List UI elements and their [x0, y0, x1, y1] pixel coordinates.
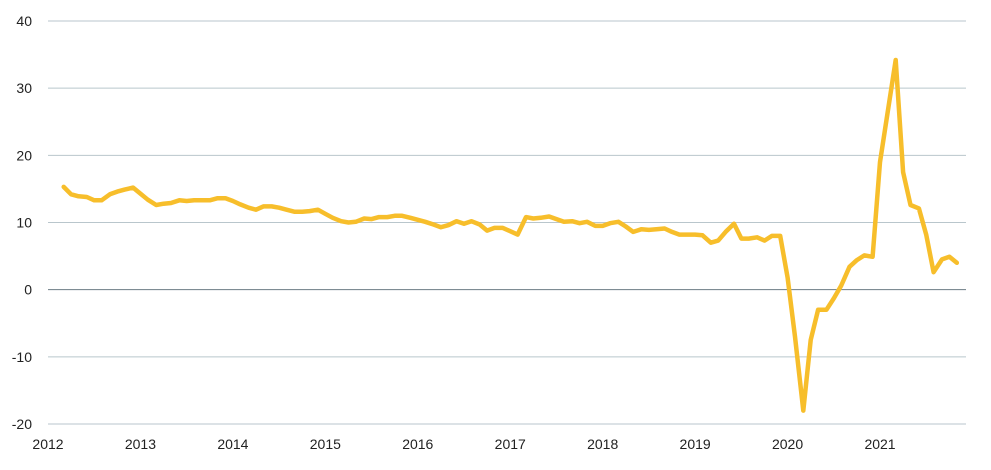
series-layer — [61, 57, 960, 413]
x-tick-label: 2017 — [495, 436, 526, 452]
y-tick-label: 10 — [16, 215, 32, 231]
gridlines — [48, 20, 966, 425]
x-tick-label: 2019 — [680, 436, 711, 452]
y-tick-label: 20 — [16, 147, 32, 163]
x-tick-label: 2012 — [32, 436, 63, 452]
y-axis-ticks: 40 30 20 10 0 -10 -20 — [12, 13, 32, 432]
x-tick-label: 2013 — [125, 436, 156, 452]
x-tick-label: 2018 — [587, 436, 618, 452]
x-axis-ticks: 2012 2013 2014 2015 2016 2017 2018 2019 2020 2021 — [32, 436, 895, 452]
y-tick-label: 40 — [16, 13, 32, 29]
x-tick-label: 2021 — [864, 436, 895, 452]
series-line — [61, 57, 960, 413]
x-tick-label: 2015 — [310, 436, 341, 452]
y-tick-label: -20 — [12, 416, 32, 432]
y-tick-label: -10 — [12, 349, 32, 365]
y-tick-label: 0 — [24, 282, 32, 298]
y-tick-label: 30 — [16, 80, 32, 96]
x-tick-label: 2014 — [217, 436, 248, 452]
x-tick-label: 2016 — [402, 436, 433, 452]
x-tick-label: 2020 — [772, 436, 803, 452]
